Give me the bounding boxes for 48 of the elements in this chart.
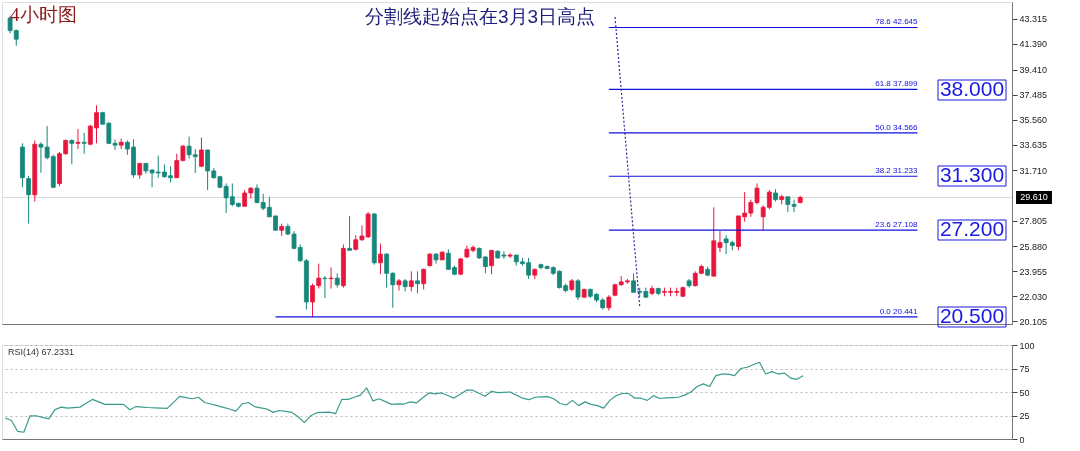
y-tick-label: 35.560 bbox=[1019, 115, 1048, 126]
series-label: 23.6 27.108 bbox=[875, 220, 919, 230]
candlestick bbox=[328, 267, 334, 290]
line-series bbox=[614, 16, 641, 308]
y-tick-label: 100 bbox=[1019, 340, 1035, 351]
chart-title: 4小时图 bbox=[10, 4, 77, 25]
series-label: 78.6 42.645 bbox=[875, 17, 919, 27]
y-tick-label: 37.485 bbox=[1019, 90, 1048, 101]
series-label: 0.0 20.441 bbox=[879, 306, 919, 316]
series-label: 38.2 31.233 bbox=[875, 166, 919, 176]
y-tick-label: 0 bbox=[1019, 434, 1025, 445]
y-tick-label: 23.955 bbox=[1019, 266, 1048, 277]
y-tick-label: 20.105 bbox=[1019, 316, 1048, 327]
y-tick-label: 25.880 bbox=[1019, 241, 1048, 252]
y-tick-label: 27.805 bbox=[1019, 216, 1048, 227]
annotation: 20.500 bbox=[939, 304, 1005, 327]
y-tick-label: 41.390 bbox=[1019, 39, 1048, 50]
candlestick bbox=[322, 275, 328, 299]
candlestick bbox=[421, 267, 427, 290]
candlestick bbox=[415, 270, 420, 294]
y-tick-label: 25 bbox=[1019, 411, 1030, 421]
candlestick bbox=[378, 243, 383, 275]
y-tick-label: 33.635 bbox=[1019, 140, 1048, 151]
candlestick bbox=[75, 128, 81, 150]
y-tick-label: 50 bbox=[1019, 387, 1030, 398]
annotation: 27.200 bbox=[939, 217, 1005, 240]
series-label: 50.0 34.566 bbox=[875, 122, 919, 132]
chart-subtitle: 分割线起始点在3月3日高点 bbox=[364, 6, 596, 27]
y-tick-label: 43.315 bbox=[1019, 14, 1048, 25]
candlestick bbox=[347, 215, 352, 251]
ref-line-label: 29.610 bbox=[1020, 192, 1048, 203]
line-series bbox=[4, 361, 804, 433]
candlestick bbox=[396, 278, 402, 291]
annotation: 31.300 bbox=[939, 163, 1005, 186]
candlestick bbox=[26, 175, 31, 225]
y-tick-label: 75 bbox=[1019, 364, 1030, 374]
chart-title: RSI(14) 67.2331 bbox=[8, 347, 75, 357]
candlestick bbox=[575, 278, 581, 301]
candlestick bbox=[69, 138, 75, 165]
y-tick-label: 31.710 bbox=[1019, 165, 1048, 176]
y-tick-label: 22.030 bbox=[1019, 291, 1048, 302]
candlestick bbox=[199, 137, 204, 168]
candlestick bbox=[408, 270, 414, 292]
y-tick-label: 39.410 bbox=[1019, 65, 1048, 76]
candlestick bbox=[489, 249, 494, 275]
candlestick bbox=[81, 132, 87, 155]
annotation: 38.000 bbox=[939, 77, 1005, 100]
series-label: 61.8 37.899 bbox=[875, 79, 919, 89]
